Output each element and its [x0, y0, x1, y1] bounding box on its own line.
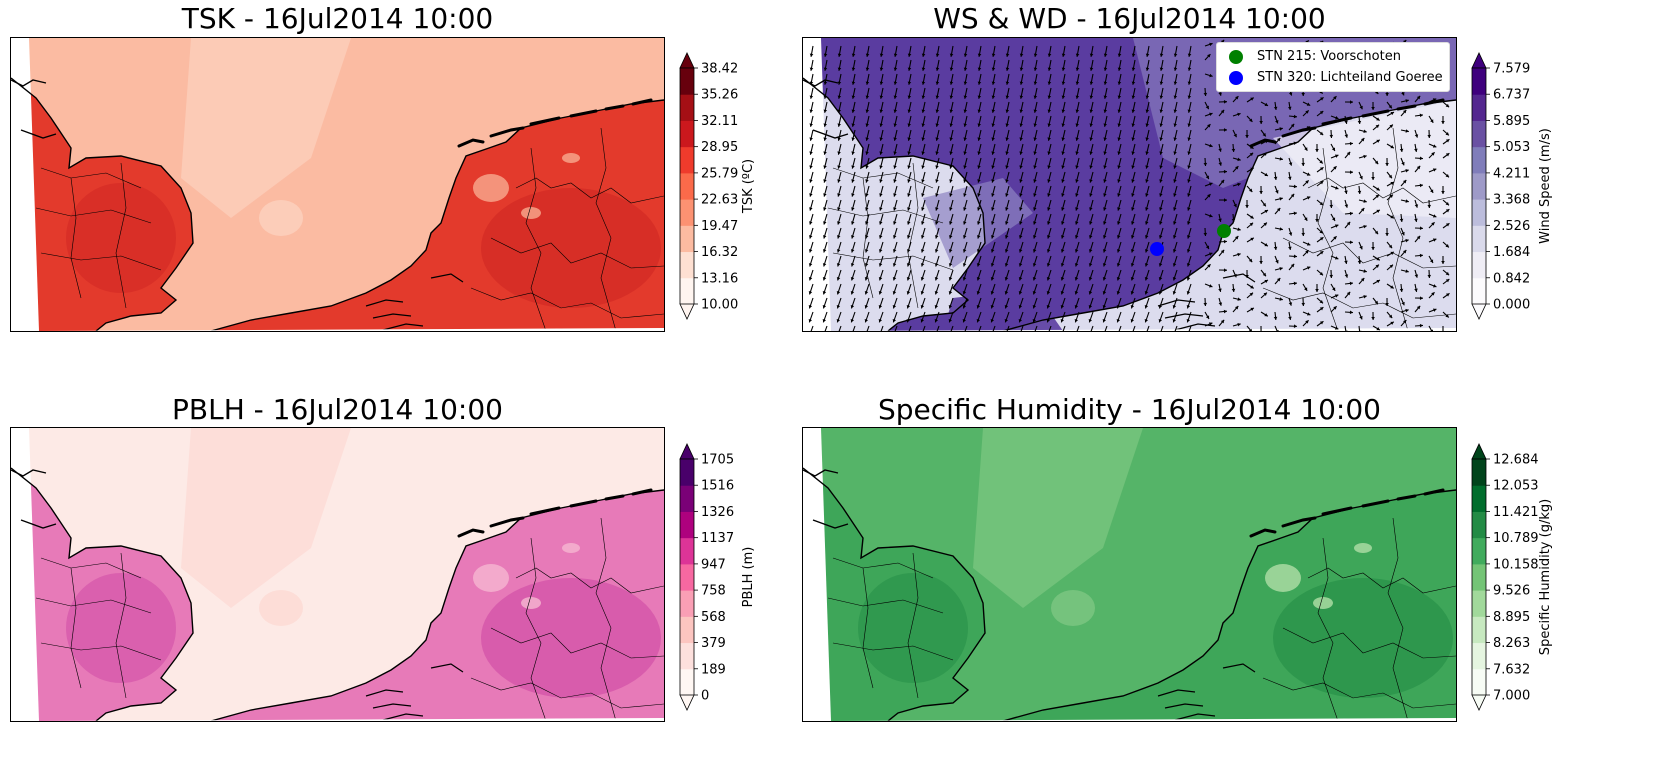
colorbar-tick-label: 5.895: [1493, 114, 1530, 129]
map-tsk: [10, 37, 665, 332]
legend-item-stn-215: STN 215: Voorschoten: [1223, 46, 1443, 67]
colorbar-tick-label: 9.526: [1493, 584, 1530, 599]
green-marker-icon: [1229, 49, 1243, 64]
panel-title-ws-wd: WS & WD - 16Jul2014 10:00: [933, 2, 1326, 35]
panel-title-pblh: PBLH - 16Jul2014 10:00: [172, 393, 503, 426]
colorbar-tick-label: 1137: [701, 531, 734, 546]
colorbar-tick-label: 7.000: [1493, 689, 1530, 704]
map-wind: [802, 37, 1457, 332]
colorbar-tick-label: 947: [701, 557, 726, 572]
colorbar-axis-label: TSK (ºC): [741, 159, 756, 214]
legend-label: STN 215: Voorschoten: [1257, 49, 1401, 64]
colorbar-axis-label: Wind Speed (m/s): [1538, 128, 1553, 244]
colorbar-tick-label: 2.526: [1493, 219, 1530, 234]
colorbar-specific-humidity: 7.000 7.632 8.263 8.895 9.526 10.158 10.789 11.…: [1468, 443, 1578, 711]
colorbar-tick-label: 1516: [701, 479, 734, 494]
colorbar-tick-label: 11.421: [1493, 505, 1539, 520]
colorbar-tick-label: 379: [701, 636, 726, 651]
colorbar-tick-label: 758: [701, 584, 726, 599]
colorbar-tick-label: 28.95: [701, 140, 738, 155]
colorbar-tick-label: 189: [701, 662, 726, 677]
colorbar-tick-label: 6.737: [1493, 88, 1530, 103]
colorbar-tick-label: 10.00: [701, 298, 738, 313]
colorbar-tick-label: 0: [701, 689, 709, 704]
colorbar-tick-label: 568: [701, 610, 726, 625]
colorbar-tick-label: 12.053: [1493, 479, 1539, 494]
colorbar-wind-speed: 0.000 0.842 1.684 2.526 3.368 4.211 5.053 5.895…: [1468, 52, 1578, 320]
map-pblh: [10, 427, 665, 722]
colorbar-tick-label: 35.26: [701, 88, 738, 103]
colorbar-tick-label: 0.842: [1493, 271, 1530, 286]
colorbar-tick-label: 13.16: [701, 271, 738, 286]
colorbar-tick-label: 16.32: [701, 245, 738, 260]
legend-label: STN 320: Lichteiland Goeree: [1257, 70, 1443, 85]
colorbar-axis-label: PBLH (m): [741, 547, 756, 608]
colorbar-tick-label: 32.11: [701, 114, 738, 129]
legend-item-stn-320: STN 320: Lichteiland Goeree: [1223, 67, 1443, 88]
colorbar-tick-label: 3.368: [1493, 193, 1530, 208]
colorbar-tick-label: 5.053: [1493, 140, 1530, 155]
colorbar-tick-label: 10.789: [1493, 531, 1539, 546]
colorbar-tick-label: 38.42: [701, 62, 738, 77]
blue-marker-icon: [1229, 70, 1243, 85]
colorbar-tick-label: 0.000: [1493, 298, 1530, 313]
station-marker-stn-320: [1150, 242, 1164, 256]
colorbar-tick-label: 19.47: [701, 219, 738, 234]
colorbar-pblh: 0 189 379 568 758 947 1137 1326 1516 1705 PBLH (m): [676, 443, 786, 711]
map-specific-humidity: [802, 427, 1457, 722]
station-marker-stn-215: [1217, 224, 1231, 238]
colorbar-tick-label: 7.632: [1493, 662, 1530, 677]
colorbar-tick-label: 12.684: [1493, 453, 1539, 468]
panel-title-specific-humidity: Specific Humidity - 16Jul2014 10:00: [877, 393, 1381, 426]
colorbar-tick-label: 8.263: [1493, 636, 1530, 651]
station-legend: STN 215: Voorschoten STN 320: Lichteilan…: [1216, 42, 1450, 92]
colorbar-tick-label: 7.579: [1493, 62, 1530, 77]
colorbar-tick-label: 1326: [701, 505, 734, 520]
colorbar-tick-label: 25.79: [701, 166, 738, 181]
colorbar-tsk: 10.00 13.16 16.32 19.47 22.63 25.79 28.95 32.11…: [676, 52, 786, 320]
colorbar-axis-label: Specific Humidity (g/kg): [1538, 499, 1553, 655]
colorbar-tick-label: 10.158: [1493, 557, 1539, 572]
colorbar-tick-label: 1.684: [1493, 245, 1530, 260]
panel-title-tsk: TSK - 16Jul2014 10:00: [181, 2, 494, 35]
colorbar-tick-label: 22.63: [701, 193, 738, 208]
colorbar-tick-label: 1705: [701, 453, 734, 468]
colorbar-tick-label: 8.895: [1493, 610, 1530, 625]
colorbar-tick-label: 4.211: [1493, 166, 1530, 181]
